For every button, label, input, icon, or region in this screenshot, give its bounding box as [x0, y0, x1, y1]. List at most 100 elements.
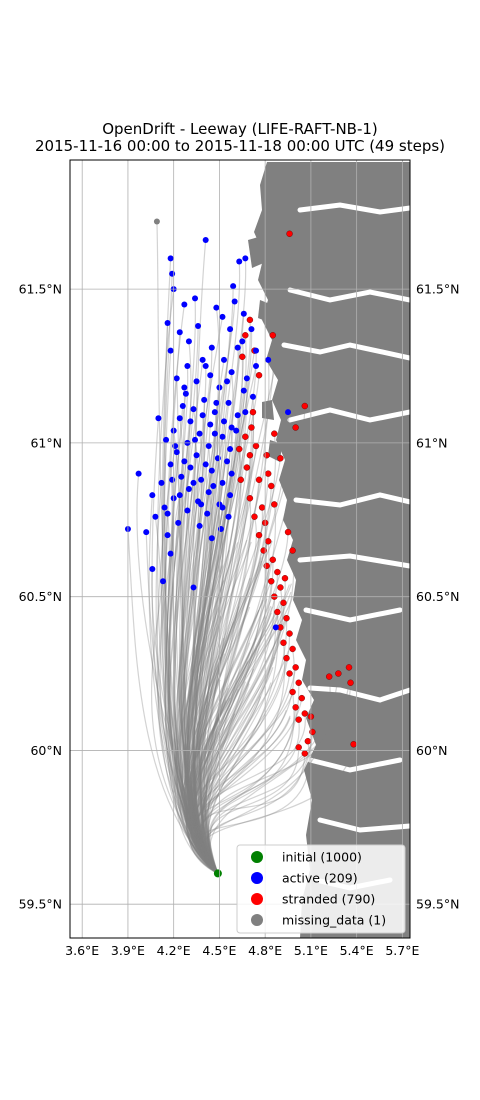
y-tick-label-right: 61°N: [416, 435, 448, 450]
trajectory-line: [190, 445, 257, 874]
data-point: [202, 236, 209, 243]
data-point: [198, 501, 205, 508]
data-point: [246, 495, 254, 502]
trajectory-line: [200, 430, 237, 874]
data-point: [167, 255, 174, 262]
trajectory-line: [200, 753, 306, 874]
data-point: [255, 372, 263, 379]
trajectory-line: [179, 482, 224, 874]
data-point: [289, 547, 296, 554]
data-point: [219, 313, 226, 320]
trajectory-line: [176, 378, 219, 874]
data-point: [335, 670, 342, 677]
trajectory-line: [193, 448, 242, 874]
trajectory-line: [176, 538, 219, 874]
trajectory-line: [163, 322, 219, 874]
trajectory-line: [186, 436, 224, 874]
coastline-land: [254, 162, 410, 938]
trajectory-line: [192, 329, 231, 874]
trajectory-line: [192, 578, 286, 874]
data-point: [169, 270, 176, 277]
trajectory-line: [168, 387, 219, 874]
trajectory-line: [201, 633, 291, 874]
data-point: [325, 673, 333, 680]
data-point: [135, 470, 142, 477]
trajectory-line: [178, 381, 219, 874]
trajectory-line: [175, 525, 219, 874]
fjord: [307, 685, 410, 703]
data-point: [301, 710, 308, 717]
data-point: [265, 356, 272, 363]
trajectory-line: [188, 516, 257, 874]
data-point: [283, 654, 290, 662]
trajectory-line: [176, 439, 219, 874]
trajectory-line: [207, 406, 306, 874]
data-point: [211, 409, 218, 416]
data-point: [240, 387, 247, 394]
trajectory-line: [190, 707, 297, 874]
trajectory-line: [196, 682, 300, 874]
data-point: [210, 482, 217, 489]
data-point: [190, 479, 197, 486]
data-point: [236, 258, 243, 265]
trajectory-line: [190, 535, 260, 874]
data-point: [227, 492, 234, 499]
trajectory-line: [159, 553, 219, 874]
data-point: [184, 363, 191, 370]
data-point: [263, 562, 270, 570]
trajectory-line: [177, 510, 219, 874]
trajectory-line: [198, 390, 245, 874]
chart-title: OpenDrift - Leeway (LIFE-RAFT-NB-1): [102, 120, 378, 138]
trajectory-line: [209, 667, 350, 874]
trajectory-line: [192, 504, 221, 874]
trajectory-line: [207, 359, 270, 874]
data-point: [249, 408, 257, 416]
y-tick-label-left: 61°N: [30, 435, 62, 450]
fjord: [307, 757, 403, 773]
trajectory-line: [185, 580, 225, 874]
trajectory-line: [136, 473, 219, 874]
trajectory-line: [194, 433, 219, 874]
data-point: [192, 436, 199, 443]
trajectory-line: [202, 433, 277, 874]
trajectory-line: [191, 698, 303, 874]
data-point: [205, 442, 212, 449]
data-point: [208, 467, 215, 474]
trajectory-line: [195, 597, 243, 874]
trajectory-line: [188, 610, 260, 874]
trajectory-line: [204, 485, 272, 874]
legend-label: missing_data (1): [282, 913, 386, 928]
x-tick-label: 5.4°E: [340, 943, 374, 958]
data-point: [260, 547, 267, 554]
data-point: [158, 479, 165, 486]
data-point: [227, 446, 234, 453]
data-point: [274, 608, 281, 616]
trajectory-line: [204, 602, 285, 874]
plot-frame: [69, 159, 411, 939]
data-point: [295, 744, 302, 751]
trajectory-line: [190, 696, 262, 874]
data-point: [152, 513, 159, 520]
trajectory-line: [186, 681, 246, 874]
trajectory-line: [192, 627, 277, 874]
fjord: [281, 342, 410, 361]
trajectory-line: [185, 599, 264, 874]
data-point: [193, 452, 200, 459]
fjord: [287, 407, 410, 423]
legend-box: [236, 844, 406, 934]
y-tick-label-left: 60°N: [30, 743, 62, 758]
trajectory-line: [194, 498, 252, 874]
data-point: [169, 476, 176, 483]
trajectory-line: [207, 611, 279, 874]
trajectory-line: [189, 491, 219, 874]
trajectory-line: [193, 541, 270, 874]
trajectory-line: [175, 461, 219, 874]
data-point: [292, 704, 299, 711]
data-point: [207, 372, 214, 379]
trajectory-line: [200, 378, 248, 874]
data-point: [243, 464, 251, 471]
trajectory-line: [184, 560, 262, 874]
data-point: [199, 412, 206, 419]
data-point: [179, 403, 186, 410]
x-tick-label: 4.8°E: [248, 943, 282, 958]
